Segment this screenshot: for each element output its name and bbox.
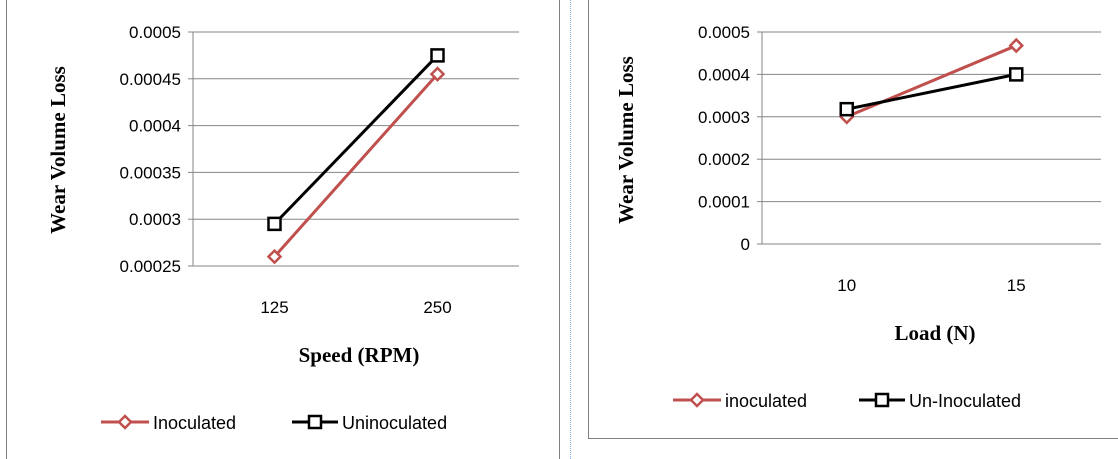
data-point — [839, 101, 854, 117]
x-tick-label: 15 — [1007, 276, 1026, 295]
chart-panel-load: 0.0005 0.0004 0.0003 0.0002 0.0001 0 10 15 Wear … — [588, 0, 1118, 439]
data-point — [430, 48, 445, 63]
series-inoculated — [266, 66, 446, 265]
y-tick-label: 0.0001 — [698, 193, 750, 212]
data-point — [1008, 37, 1025, 54]
legend-marker — [689, 392, 705, 408]
y-tick-label: 0.00025 — [120, 257, 181, 276]
data-point — [1009, 67, 1024, 82]
y-tick-label: 0.0002 — [698, 150, 750, 169]
chart-panel-speed: 0.0005 0.00045 0.0004 0.00035 0.0003 0.00025 1… — [6, 0, 560, 459]
series-line — [846, 72, 1017, 111]
y-axis-title: Wear Volume Loss — [46, 66, 70, 234]
data-point — [266, 248, 283, 265]
legend: Inoculated Uninoculated — [101, 413, 447, 433]
y-tick-label: 0.0005 — [129, 23, 181, 42]
series-line — [846, 44, 1017, 119]
x-axis-title: Load (N) — [894, 321, 975, 345]
legend-marker — [874, 392, 890, 408]
y-axis-title: Wear Volume Loss — [614, 56, 638, 224]
legend-marker — [307, 414, 323, 430]
legend-item: Uninoculated — [292, 413, 447, 433]
legend-item: Un-Inoculated — [859, 391, 1021, 411]
y-tick-label: 0.0004 — [129, 117, 181, 136]
panel-divider — [570, 0, 571, 459]
legend-label: Uninoculated — [342, 413, 447, 433]
legend-item: Inoculated — [101, 413, 236, 433]
legend: inoculated Un-Inoculated — [673, 391, 1021, 411]
data-point — [267, 216, 282, 232]
chart-load: 0.0005 0.0004 0.0003 0.0002 0.0001 0 10 15 Wear … — [614, 23, 1101, 411]
x-axis-title: Speed (RPM) — [299, 343, 420, 367]
y-tick-label: 0.00045 — [120, 70, 181, 89]
series-inoculated — [838, 37, 1025, 125]
chart-speed: 0.0005 0.00045 0.0004 0.00035 0.0003 0.00025 1… — [46, 23, 519, 433]
y-tick-label: 0.0003 — [129, 210, 181, 229]
x-tick-label: 125 — [260, 298, 288, 317]
x-tick-label: 10 — [837, 276, 856, 295]
y-tick-label: 0.00035 — [120, 163, 181, 182]
series-un-inoculated — [839, 67, 1024, 117]
legend-label: inoculated — [725, 391, 807, 411]
y-tick-label: 0.0004 — [698, 65, 750, 84]
series-uninoculated — [267, 48, 445, 232]
x-tick-label: 250 — [423, 298, 451, 317]
legend-item: inoculated — [673, 391, 807, 411]
y-tick-label: 0.0003 — [698, 108, 750, 127]
series-line — [273, 73, 439, 258]
data-point — [429, 66, 446, 82]
legend-label: Un-Inoculated — [909, 391, 1021, 411]
y-tick-label: 0 — [741, 235, 750, 254]
y-tick-label: 0.0005 — [698, 23, 750, 42]
legend-marker — [117, 414, 133, 430]
series-line — [273, 54, 439, 225]
legend-label: Inoculated — [153, 413, 236, 433]
